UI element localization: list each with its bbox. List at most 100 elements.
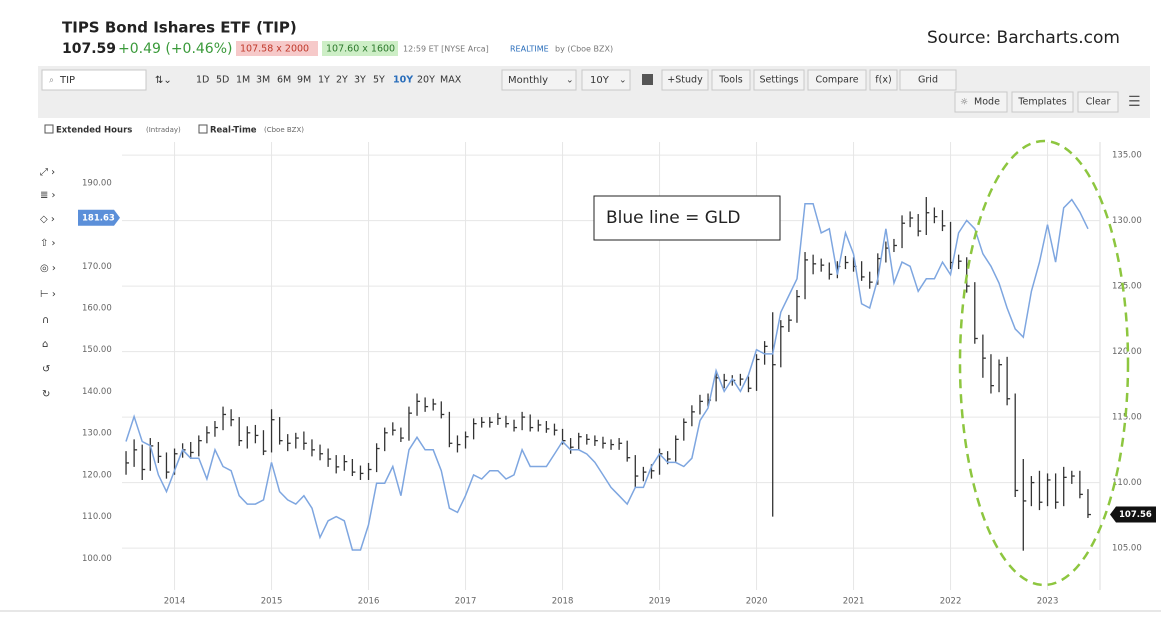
x-tick-label: 2015: [261, 597, 283, 607]
tool-icon[interactable]: ◇ ›: [40, 214, 55, 225]
option-label: Real-Time: [210, 126, 257, 136]
source: Source: Barcharts.com: [927, 28, 1120, 48]
tool-icon[interactable]: ⊢ ›: [40, 289, 56, 300]
search-text: TIP: [59, 75, 75, 86]
toolbar-button[interactable]: [661, 69, 709, 91]
tool-icon[interactable]: ⌂: [42, 339, 48, 350]
symbol-title: TIPS Bond Ishares ETF (TIP): [62, 19, 297, 37]
y-tick-label: 190.00: [82, 178, 112, 188]
x-tick-label: 2014: [164, 597, 186, 607]
y-tick-label: 150.00: [82, 345, 112, 355]
period-button[interactable]: 10Y: [393, 75, 413, 86]
price-marker: [1110, 506, 1156, 523]
feed: by (Cboe BZX): [555, 45, 613, 54]
menu-icon[interactable]: ☰: [1128, 94, 1141, 110]
tool-icon[interactable]: ◎ ›: [40, 263, 56, 274]
x-tick-label: 2022: [940, 597, 962, 607]
tool-icon[interactable]: ∩: [42, 315, 49, 326]
toolbar-button-label: Tools: [718, 75, 742, 86]
toolbar-button-label: +Study: [667, 75, 703, 86]
toolbar-button-label: f(x): [875, 75, 891, 86]
y2-tick-label: 115.00: [1112, 413, 1142, 423]
period-button[interactable]: 3Y: [354, 75, 366, 86]
search-icon: ⌕: [49, 76, 54, 86]
period-button[interactable]: 5Y: [373, 75, 385, 86]
toolbar-button[interactable]: [869, 69, 898, 91]
caret: ⌄: [566, 76, 574, 86]
tool-icon[interactable]: ↺: [42, 364, 50, 375]
checkbox[interactable]: [44, 124, 54, 134]
y2-tick-label: 135.00: [1112, 151, 1142, 161]
highlight-ellipse: [958, 139, 1130, 587]
calendar-icon[interactable]: [642, 74, 653, 85]
checkbox[interactable]: [198, 124, 208, 134]
toolbar-button[interactable]: [807, 69, 867, 91]
period-button[interactable]: 1D: [196, 75, 209, 86]
y2-tick-label: 130.00: [1112, 216, 1142, 226]
toolbar-button[interactable]: [954, 91, 1008, 113]
ask: 107.60 x 1600: [326, 44, 395, 55]
period-button[interactable]: 5D: [216, 75, 229, 86]
y-tick-label: 100.00: [82, 554, 112, 564]
option-label: Extended Hours: [56, 126, 132, 136]
x-tick-label: 2021: [843, 597, 865, 607]
y-tick-label: 140.00: [82, 387, 112, 397]
toolbar-button-label: Clear: [1086, 97, 1111, 108]
option-note: (Cboe BZX): [264, 126, 304, 134]
search-box[interactable]: [41, 69, 147, 91]
gear-icon: ☼: [960, 98, 968, 108]
price-marker: [78, 209, 120, 226]
x-tick-label: 2017: [455, 597, 477, 607]
bid-box: [236, 41, 318, 56]
period-button[interactable]: 1M: [236, 75, 250, 86]
period-button[interactable]: 3M: [256, 75, 270, 86]
tool-icon[interactable]: ≣ ›: [40, 190, 56, 201]
annotation: Blue line = GLD: [606, 208, 741, 228]
interval: Monthly: [508, 75, 548, 86]
range: 10Y: [590, 75, 610, 86]
x-tick-label: 2018: [552, 597, 574, 607]
toolbar-button-label: Templates: [1017, 97, 1066, 108]
option-note: (Intraday): [146, 126, 181, 134]
period-button[interactable]: MAX: [440, 75, 462, 86]
toolbar-button[interactable]: [753, 69, 805, 91]
y-tick-label: 120.00: [82, 470, 112, 480]
range-dropdown[interactable]: [581, 69, 631, 91]
period-button[interactable]: 1Y: [318, 75, 330, 86]
price-marker-label: 107.56: [1119, 510, 1152, 520]
annotation-box: [593, 195, 781, 241]
tool-icon[interactable]: ⇧ ›: [40, 238, 56, 249]
y-tick-label: 170.00: [82, 262, 112, 272]
price-change: +0.49 (+0.46%): [118, 41, 232, 57]
toolbar-button-label: Grid: [918, 75, 938, 86]
toolbar-button-label: Compare: [815, 75, 858, 86]
period-button[interactable]: 2Y: [336, 75, 348, 86]
toolbar-button-label: Settings: [760, 75, 799, 86]
y-tick-label: 110.00: [82, 512, 112, 522]
y2-tick-label: 105.00: [1112, 544, 1142, 554]
price-marker-label: 181.63: [82, 213, 115, 223]
bar-type-icon[interactable]: ⇅⌄: [155, 75, 172, 86]
tool-icon[interactable]: ⤢ ›: [40, 167, 55, 178]
toolbar-button[interactable]: [711, 69, 751, 91]
y-tick-label: 160.00: [82, 304, 112, 314]
realtime: REALTIME: [510, 45, 549, 54]
period-button[interactable]: 9M: [297, 75, 311, 86]
interval-dropdown[interactable]: [501, 69, 577, 91]
toolbar-button[interactable]: [899, 69, 957, 91]
x-tick-label: 2023: [1037, 597, 1059, 607]
drawing-tools: ⤢ › ≣ › ◇ › ⇧ › ◎ › ⊢ › ∩ ⌂ ↺ ↻: [40, 167, 56, 400]
x-tick-label: 2020: [746, 597, 768, 607]
toolbar-button-label: Mode: [974, 97, 1000, 108]
period-button[interactable]: 20Y: [417, 75, 435, 86]
quote-time: 12:59 ET [NYSE Arca]: [403, 45, 489, 54]
tool-icon[interactable]: ↻: [42, 389, 50, 400]
x-tick-label: 2016: [358, 597, 380, 607]
period-button[interactable]: 6M: [277, 75, 291, 86]
caret: ⌄: [619, 76, 627, 86]
toolbar-button[interactable]: [1077, 91, 1119, 113]
toolbar-button[interactable]: [1011, 91, 1074, 113]
ask-box: [322, 41, 398, 56]
y2-tick-label: 125.00: [1112, 282, 1142, 292]
